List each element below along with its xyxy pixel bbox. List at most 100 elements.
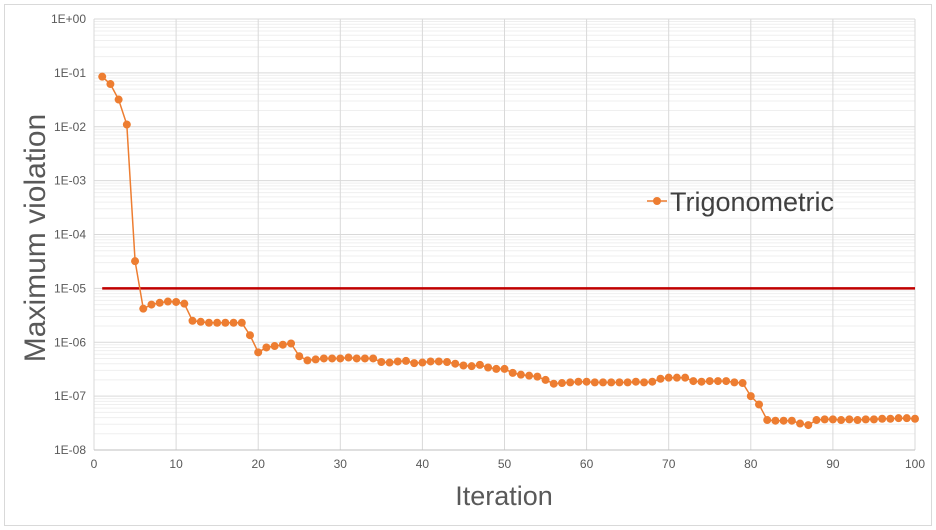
data-point — [713, 377, 722, 386]
data-point — [574, 377, 583, 386]
data-point — [804, 421, 813, 430]
data-point — [615, 378, 624, 387]
x-tick-label: 0 — [91, 457, 98, 471]
data-point — [147, 300, 156, 309]
data-point — [196, 317, 205, 326]
data-point — [796, 419, 805, 428]
data-point — [820, 415, 829, 424]
y-tick-labels: 1E-08 1E-07 1E-06 1E-05 1E-04 1E-03 1E-02 1E-01… — [51, 12, 86, 457]
data-point — [681, 373, 690, 382]
data-point — [689, 377, 698, 386]
y-tick-label: 1E-07 — [54, 389, 86, 403]
data-point — [853, 416, 862, 425]
data-point — [623, 378, 632, 387]
data-point — [459, 361, 468, 370]
series-group — [98, 72, 919, 430]
y-tick-label: 1E-06 — [54, 335, 86, 349]
data-point — [229, 318, 238, 327]
y-tick-label: 1E+00 — [51, 12, 86, 26]
data-point — [451, 359, 460, 368]
data-point — [763, 416, 772, 425]
data-point — [188, 316, 197, 325]
chart-frame: 1E-08 1E-07 1E-06 1E-05 1E-04 1E-03 1E-02 1E-01… — [4, 4, 932, 526]
data-point — [344, 353, 353, 362]
data-point — [787, 416, 796, 425]
data-point — [886, 414, 895, 423]
legend-marker — [653, 197, 661, 205]
y-tick-label: 1E-05 — [54, 281, 86, 295]
data-point — [475, 360, 484, 369]
data-point — [106, 80, 115, 89]
data-point — [426, 357, 435, 366]
y-tick-label: 1E-03 — [54, 174, 86, 188]
data-point — [98, 72, 107, 81]
data-point — [393, 357, 402, 366]
x-tick-label: 60 — [580, 457, 594, 471]
data-point — [131, 257, 140, 266]
data-point — [385, 358, 394, 367]
data-point — [500, 364, 509, 373]
data-point — [237, 318, 246, 327]
data-point — [319, 354, 328, 363]
data-point — [114, 95, 123, 104]
data-point — [648, 377, 657, 386]
data-point — [172, 297, 181, 306]
data-point — [837, 416, 846, 425]
y-tick-label: 1E-01 — [54, 66, 86, 80]
data-point — [779, 416, 788, 425]
data-point — [360, 354, 369, 363]
data-point — [418, 358, 427, 367]
data-point — [155, 298, 164, 307]
data-point — [722, 377, 731, 386]
data-point — [204, 318, 213, 327]
chart-svg: 1E-08 1E-07 1E-06 1E-05 1E-04 1E-03 1E-02 1E-01… — [19, 12, 926, 511]
data-point — [755, 400, 764, 409]
major-gridlines — [93, 18, 916, 451]
data-point — [631, 377, 640, 386]
data-point — [845, 415, 854, 424]
data-point — [213, 318, 222, 327]
data-point — [467, 362, 476, 371]
legend-label: Trigonometric — [670, 187, 834, 217]
x-tick-label: 80 — [744, 457, 758, 471]
data-point — [902, 414, 911, 423]
x-axis-label: Iteration — [455, 481, 553, 511]
data-point — [516, 370, 525, 379]
data-point — [590, 378, 599, 387]
data-point — [705, 377, 714, 386]
y-axis-label: Maximum violation — [19, 114, 52, 362]
x-tick-label: 90 — [826, 457, 840, 471]
x-tick-label: 40 — [416, 457, 430, 471]
data-point — [270, 342, 279, 351]
legend: Trigonometric — [647, 187, 834, 217]
data-point — [180, 299, 189, 308]
x-tick-label: 70 — [662, 457, 676, 471]
data-point — [139, 304, 148, 313]
x-tick-label: 50 — [498, 457, 512, 471]
x-tick-label: 30 — [334, 457, 348, 471]
data-point — [336, 354, 345, 363]
data-point — [869, 415, 878, 424]
data-point — [163, 297, 172, 306]
data-point — [377, 357, 386, 366]
data-point — [582, 377, 591, 386]
data-point — [484, 363, 493, 372]
y-tick-label: 1E-04 — [54, 228, 86, 242]
data-point — [369, 354, 378, 363]
data-point — [525, 371, 534, 380]
x-tick-label: 10 — [169, 457, 183, 471]
data-point — [492, 364, 501, 373]
data-point — [122, 120, 131, 129]
data-point — [878, 414, 887, 423]
x-tick-label: 100 — [905, 457, 925, 471]
data-point — [828, 415, 837, 424]
data-point — [549, 379, 558, 388]
data-point — [262, 343, 271, 352]
x-tick-labels: 0 10 20 30 40 50 60 70 80 90 100 — [91, 457, 926, 471]
data-point — [566, 378, 575, 387]
data-point — [508, 368, 517, 377]
data-point — [607, 378, 616, 387]
data-point — [557, 379, 566, 388]
data-point — [541, 375, 550, 384]
data-point — [434, 357, 443, 366]
